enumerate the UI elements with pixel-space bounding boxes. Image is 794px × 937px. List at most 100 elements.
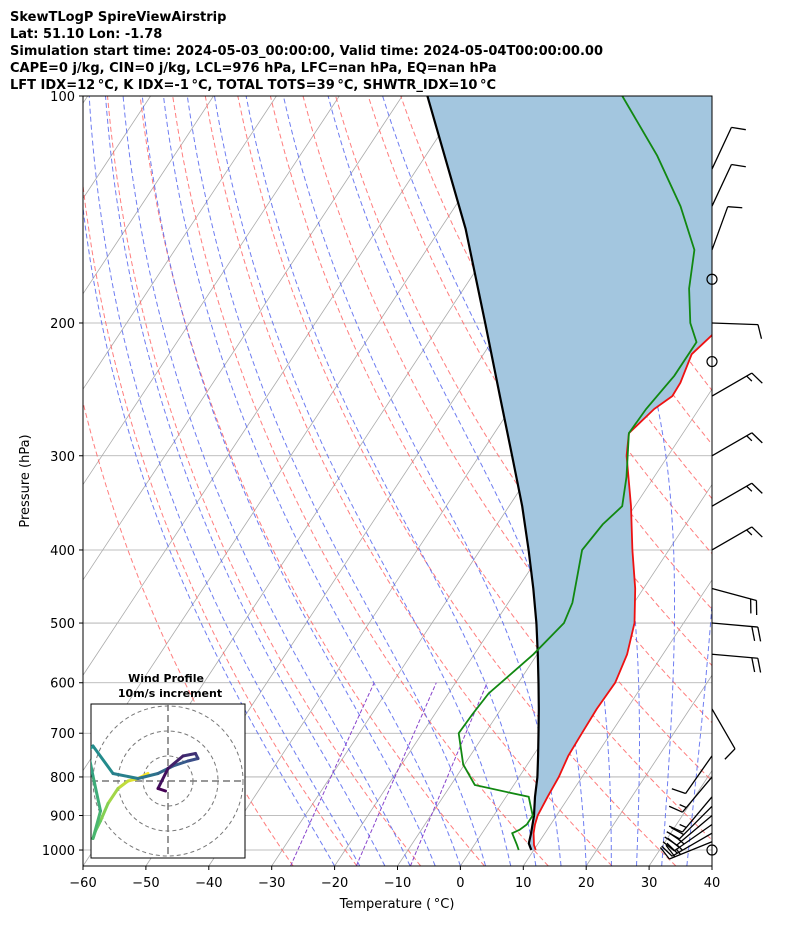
dry-adiabat-line bbox=[204, 96, 613, 866]
moist-adiabat-line bbox=[245, 96, 537, 866]
calm-wind-circle bbox=[706, 273, 718, 285]
dry-adiabat-line bbox=[83, 400, 294, 866]
barb-flag-full bbox=[724, 748, 736, 760]
mixing-ratio-line bbox=[409, 682, 488, 866]
hodograph-segment bbox=[186, 757, 200, 763]
barb-flag-full bbox=[670, 826, 685, 836]
cape-summary: CAPE=0 j/kg, CIN=0 j/kg, LCL=976 hPa, LF… bbox=[10, 61, 497, 76]
wind-barb bbox=[711, 372, 763, 397]
barb-flag-full bbox=[731, 126, 746, 131]
y-tick-label: 700 bbox=[50, 727, 75, 742]
isotherm-line bbox=[83, 96, 277, 390]
barb-staff bbox=[711, 127, 733, 170]
barb-flag-half bbox=[746, 375, 753, 382]
stability-indices: LFT IDX=12 °C, K IDX=-1 °C, TOTAL TOTS=3… bbox=[10, 78, 497, 93]
barb-flag-full bbox=[727, 206, 743, 209]
moist-adiabat-line bbox=[88, 96, 361, 866]
hodograph-segment bbox=[91, 774, 102, 813]
hodograph-subtitle: 10m/s increment bbox=[118, 687, 222, 700]
x-tick-label: −30 bbox=[258, 876, 285, 891]
mixing-ratio-line bbox=[290, 682, 375, 866]
dry-adiabat-line bbox=[139, 96, 485, 866]
barb-staff bbox=[685, 755, 713, 794]
y-tick-label: 800 bbox=[50, 771, 75, 786]
parcel-profile-line bbox=[426, 96, 540, 851]
wind-barb bbox=[711, 587, 758, 616]
y-tick-label: 600 bbox=[50, 677, 75, 692]
y-tick-label: 200 bbox=[50, 317, 75, 332]
wind-barb bbox=[711, 163, 746, 207]
moist-adiabat-line bbox=[282, 96, 562, 866]
dry-adiabat-line bbox=[335, 96, 712, 724]
hodograph-segment bbox=[91, 758, 95, 778]
x-tick-label: −40 bbox=[195, 876, 222, 891]
barb-staff bbox=[673, 823, 713, 852]
x-tick-label: 40 bbox=[704, 876, 721, 891]
isotherm-line bbox=[83, 96, 89, 104]
dry-adiabat-line bbox=[237, 96, 677, 866]
profile-lines bbox=[426, 96, 712, 851]
x-tick-label: −60 bbox=[69, 876, 96, 891]
calm-wind-circle bbox=[706, 844, 718, 856]
dewpoint-profile-line bbox=[457, 96, 698, 851]
x-tick-label: −10 bbox=[384, 876, 411, 891]
x-tick-label: 10 bbox=[515, 876, 532, 891]
wind-barb bbox=[711, 622, 762, 642]
hodograph-segment bbox=[156, 787, 167, 793]
y-tick-label: 400 bbox=[50, 544, 75, 559]
barb-flag-full bbox=[668, 825, 683, 833]
hodograph-inset: Wind Profile 10m/s increment bbox=[90, 672, 246, 859]
barb-staff bbox=[711, 322, 758, 326]
barb-flag-full bbox=[751, 526, 763, 538]
barb-staff bbox=[711, 587, 757, 602]
moist-adiabat-line bbox=[711, 862, 712, 866]
barb-flag-half bbox=[679, 804, 687, 809]
moist-adiabat-line bbox=[214, 96, 512, 866]
y-axis-ticks: 100 200 300 400 500 600 700 800 900 1000 bbox=[42, 90, 83, 859]
hodograph-segment bbox=[166, 754, 185, 770]
barb-staff bbox=[711, 206, 729, 251]
wind-barb bbox=[668, 796, 713, 833]
wind-barb bbox=[711, 322, 763, 339]
barb-staff bbox=[679, 805, 713, 840]
wind-barb bbox=[668, 776, 713, 813]
y-tick-label: 100 bbox=[50, 90, 75, 105]
barb-flag-full bbox=[751, 626, 756, 641]
wind-barb bbox=[711, 432, 763, 457]
hodograph-segment bbox=[156, 767, 170, 790]
dry-adiabat-line bbox=[269, 96, 712, 841]
cape-shading bbox=[427, 96, 712, 850]
barb-flag-half bbox=[746, 529, 753, 536]
wind-barb bbox=[711, 653, 762, 673]
barb-staff bbox=[711, 653, 758, 659]
barb-flag-full bbox=[671, 788, 686, 795]
barb-staff bbox=[671, 832, 713, 857]
hodograph-segment bbox=[91, 744, 115, 775]
dry-adiabat-line bbox=[498, 96, 712, 446]
hodograph-segment bbox=[99, 802, 110, 823]
wind-barb bbox=[711, 526, 763, 551]
barb-staff bbox=[681, 776, 713, 813]
barb-flag-half bbox=[746, 435, 753, 442]
dry-adiabat-line bbox=[83, 181, 358, 866]
barb-staff bbox=[711, 164, 733, 207]
isotherm-line bbox=[83, 96, 340, 486]
dry-adiabat-line bbox=[172, 96, 549, 866]
barb-flag-full bbox=[751, 657, 756, 673]
moist-adiabat-line bbox=[105, 96, 386, 866]
x-tick-label: 0 bbox=[456, 876, 464, 891]
hodograph-segment bbox=[106, 787, 120, 805]
y-tick-label: 300 bbox=[50, 450, 75, 465]
barb-staff bbox=[711, 526, 753, 551]
barb-flag-half bbox=[746, 485, 753, 492]
wind-barb bbox=[711, 126, 746, 170]
barb-flag-full bbox=[757, 658, 762, 673]
wind-barb bbox=[711, 482, 763, 507]
isotherm-line bbox=[711, 865, 712, 866]
barb-flag-full bbox=[751, 482, 763, 494]
x-tick-label: −20 bbox=[321, 876, 348, 891]
x-axis-label: Temperature ( °C) bbox=[339, 897, 455, 912]
chart-title: SkewTLogP SpireViewAirstrip bbox=[10, 10, 227, 25]
wind-barb bbox=[711, 708, 736, 760]
chart-header: SkewTLogP SpireViewAirstrip Lat: 51.10 L… bbox=[10, 9, 603, 94]
